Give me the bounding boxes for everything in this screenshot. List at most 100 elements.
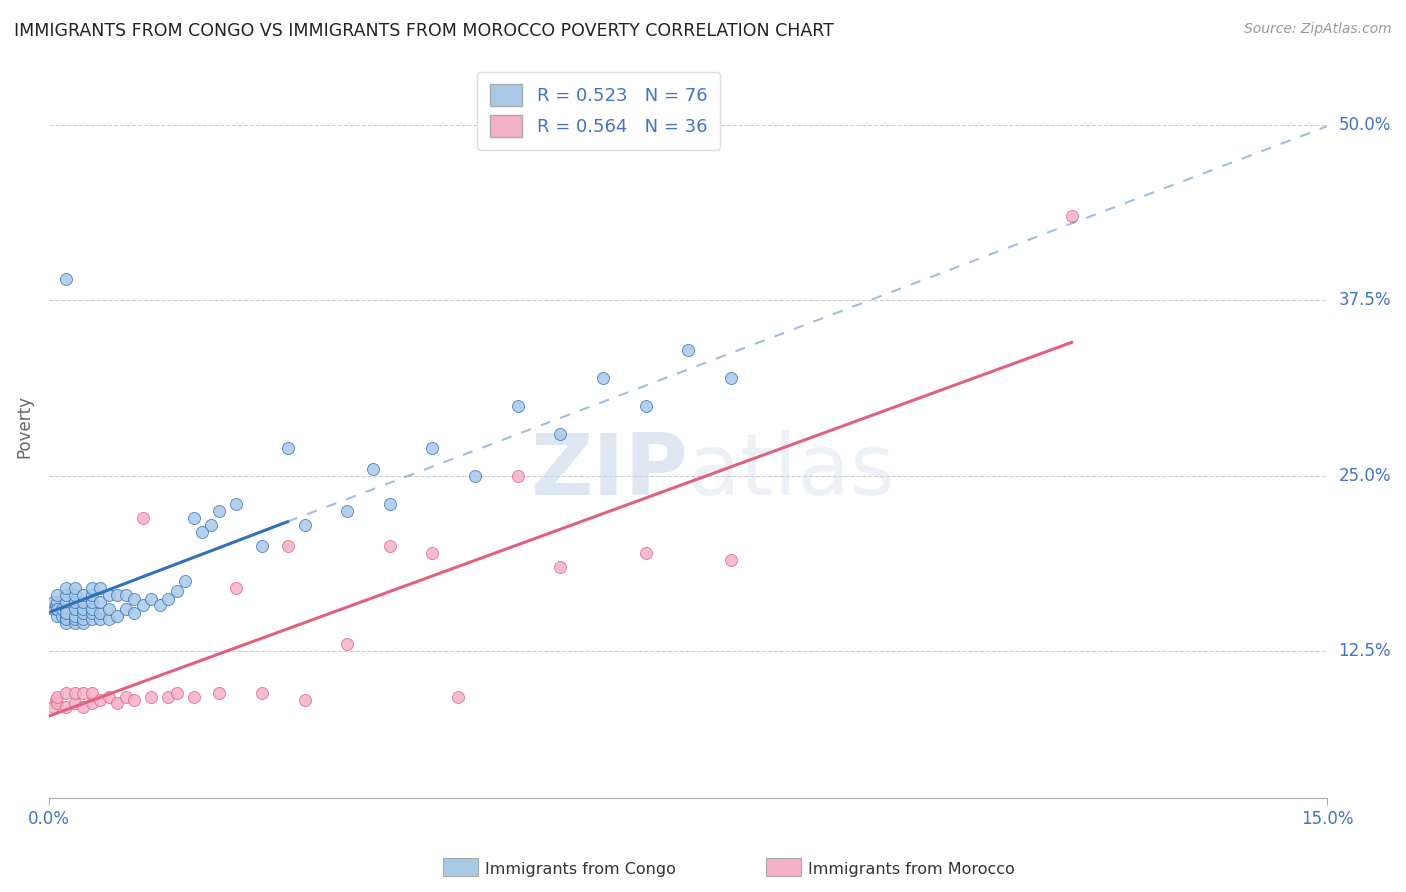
Point — [422, 546, 444, 560]
Point — [97, 612, 120, 626]
Point — [208, 504, 231, 518]
Point — [122, 606, 145, 620]
Point — [89, 612, 111, 626]
Point — [55, 588, 77, 602]
Point — [63, 588, 86, 602]
Point — [80, 602, 103, 616]
Text: 50.0%: 50.0% — [1339, 116, 1391, 134]
Text: Immigrants from Congo: Immigrants from Congo — [485, 863, 676, 877]
Point — [548, 426, 571, 441]
Point — [294, 517, 316, 532]
Point — [157, 690, 180, 705]
Point — [46, 608, 69, 623]
Point — [225, 581, 247, 595]
Point — [676, 343, 699, 357]
Point — [141, 592, 163, 607]
Point — [80, 696, 103, 710]
Point — [46, 696, 69, 710]
Point — [122, 693, 145, 707]
Point — [55, 595, 77, 609]
Point — [45, 598, 67, 612]
Point — [183, 690, 205, 705]
Point — [80, 612, 103, 626]
Point — [80, 588, 103, 602]
Point — [114, 690, 136, 705]
Point — [447, 690, 470, 705]
Point — [97, 602, 120, 616]
Point — [250, 686, 273, 700]
Point — [63, 612, 86, 626]
Point — [141, 690, 163, 705]
Text: atlas: atlas — [688, 430, 896, 513]
Text: IMMIGRANTS FROM CONGO VS IMMIGRANTS FROM MOROCCO POVERTY CORRELATION CHART: IMMIGRANTS FROM CONGO VS IMMIGRANTS FROM… — [14, 22, 834, 40]
Point — [55, 612, 77, 626]
Point — [42, 602, 65, 616]
Point — [46, 602, 69, 616]
Point — [174, 574, 197, 588]
Point — [191, 524, 214, 539]
Point — [592, 370, 614, 384]
Point — [55, 608, 77, 623]
Point — [183, 510, 205, 524]
Point — [51, 608, 73, 623]
Point — [72, 595, 94, 609]
Point — [464, 468, 486, 483]
Point — [208, 686, 231, 700]
Text: Source: ZipAtlas.com: Source: ZipAtlas.com — [1244, 22, 1392, 37]
Point — [166, 583, 188, 598]
Point — [157, 592, 180, 607]
Point — [55, 581, 77, 595]
Point — [97, 588, 120, 602]
Point — [51, 602, 73, 616]
Point — [166, 686, 188, 700]
Point — [63, 602, 86, 616]
Point — [336, 504, 359, 518]
Point — [46, 690, 69, 705]
Point — [250, 539, 273, 553]
Point — [105, 588, 128, 602]
Point — [72, 700, 94, 714]
Text: Immigrants from Morocco: Immigrants from Morocco — [808, 863, 1015, 877]
Point — [46, 602, 69, 616]
Point — [55, 602, 77, 616]
Point — [72, 686, 94, 700]
Point — [634, 546, 657, 560]
Point — [72, 606, 94, 620]
Point — [55, 700, 77, 714]
Point — [42, 700, 65, 714]
Point — [80, 595, 103, 609]
Point — [294, 693, 316, 707]
Point — [45, 693, 67, 707]
Point — [89, 606, 111, 620]
Point — [63, 595, 86, 609]
Point — [55, 615, 77, 630]
Point — [63, 581, 86, 595]
Point — [46, 595, 69, 609]
Point — [97, 690, 120, 705]
Point — [63, 696, 86, 710]
Point — [506, 399, 529, 413]
Point — [89, 595, 111, 609]
Point — [132, 510, 155, 524]
Point — [378, 539, 401, 553]
Point — [63, 608, 86, 623]
Text: 12.5%: 12.5% — [1339, 642, 1391, 660]
Point — [72, 612, 94, 626]
Point — [46, 588, 69, 602]
Point — [80, 581, 103, 595]
Point — [105, 696, 128, 710]
Point — [1060, 210, 1083, 224]
Point — [422, 441, 444, 455]
Point — [277, 539, 299, 553]
Point — [225, 497, 247, 511]
Text: ZIP: ZIP — [530, 430, 688, 513]
Point — [42, 595, 65, 609]
Point — [277, 441, 299, 455]
Point — [114, 588, 136, 602]
Point — [720, 553, 742, 567]
Point — [720, 370, 742, 384]
Point — [55, 606, 77, 620]
Point — [63, 686, 86, 700]
Point — [548, 559, 571, 574]
Point — [55, 686, 77, 700]
